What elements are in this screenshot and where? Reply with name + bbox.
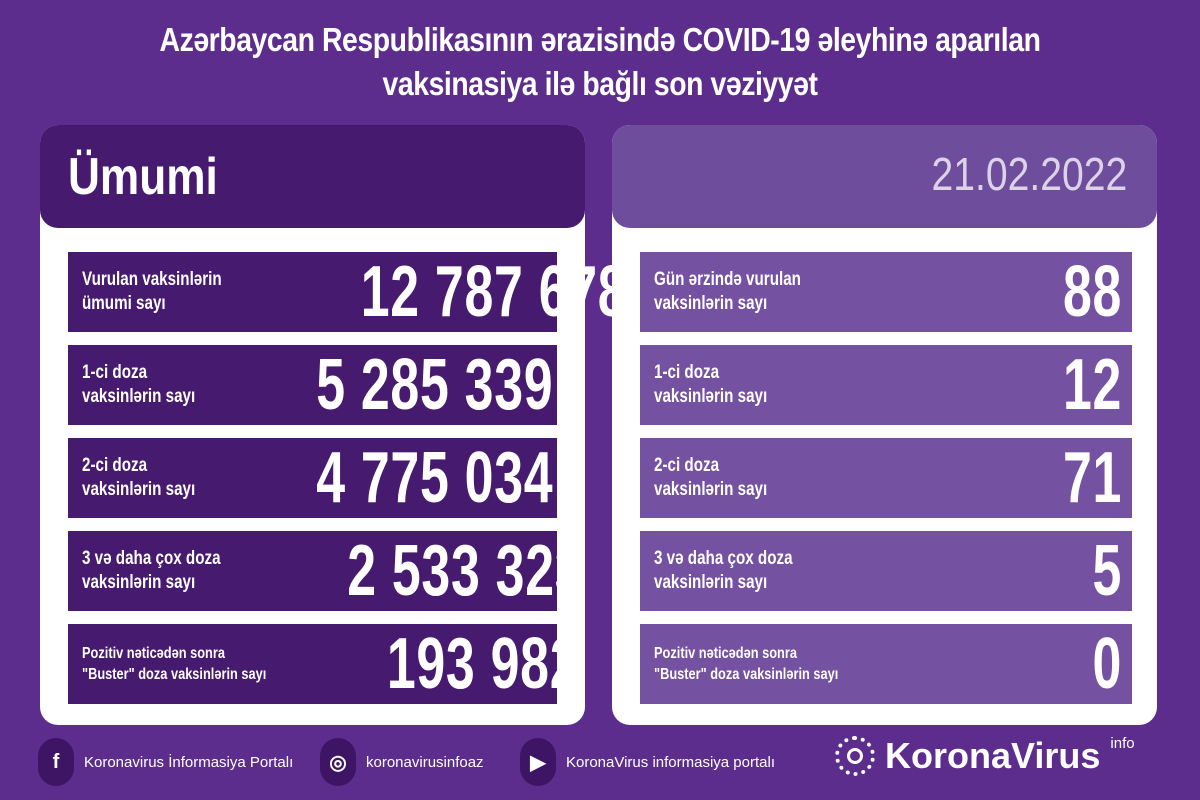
stat-label: Gün ərzində vurulan vaksinlərin sayı [654,269,801,314]
stat-label: 1-ci doza vaksinlərin sayı [82,362,196,407]
total-panel: Ümumi Vurulan vaksinlərin ümumi sayı 12 78… [40,125,626,725]
stat-row: 3 və daha çox doza vaksinlərin sayı 5 [640,531,1132,611]
stat-label: 3 və daha çox doza vaksinlərin sayı [654,548,793,593]
stat-value: 2 533 323 [347,531,585,611]
stat-value: 71 [1062,438,1122,518]
stat-value: 5 [1092,531,1122,611]
stat-label: 3 və daha çox doza vaksinlərin sayı [82,548,221,593]
stat-row: 1-ci doza vaksinlərin sayı 12 [640,345,1132,425]
stat-value: 12 [1062,345,1122,425]
daily-panel: 21.02.2022 Gün ərzində vurulan vaksinləri… [612,125,1157,725]
stat-label: Vurulan vaksinlərin ümumi sayı [82,269,222,314]
total-header: Ümumi [40,125,585,228]
stat-value: 0 [1092,624,1122,704]
facebook-icon: f [38,738,74,786]
youtube-link[interactable]: ▶ KoronaVirus informasiya portalı [520,738,775,786]
stat-value: 4 775 034 [315,438,553,518]
stat-row: Pozitiv nəticədən sonra "Buster" doza vak… [640,624,1132,704]
date-header: 21.02.2022 [612,125,1157,228]
stat-row: Pozitiv nəticədən sonra "Buster" doza vak… [68,624,579,704]
stat-label: 2-ci doza vaksinlərin sayı [654,455,768,500]
stat-label: 1-ci doza vaksinlərin sayı [654,362,768,407]
stat-label: 2-ci doza vaksinlərin sayı [82,455,196,500]
stat-value: 193 982 [387,624,580,704]
stat-value: 5 285 339 [315,345,553,425]
stat-row: 2-ci doza vaksinlərin sayı 71 [640,438,1132,518]
stat-label: Pozitiv nəticədən sonra "Buster" doza vak… [82,645,267,683]
page-title: Azərbaycan Respublikasının ərazisində CO… [159,21,1041,102]
stat-row: 2-ci doza vaksinlərin sayı 4 775 034 [68,438,557,518]
virus-icon [835,736,875,776]
instagram-icon: ◎ [320,738,356,786]
stat-row: 1-ci doza vaksinlərin sayı 5 285 339 [68,345,557,425]
instagram-link[interactable]: ◎ koronavirusinfoaz [320,738,484,786]
stat-label: Pozitiv nəticədən sonra "Buster" doza vak… [654,645,839,683]
stat-value: 88 [1062,252,1122,332]
stat-row: Vurulan vaksinlərin ümumi sayı 12 787 678 [68,252,626,332]
facebook-link[interactable]: f Koronavirus İnformasiya Portalı [38,738,293,786]
koronavirus-logo: KoronaVirus info [835,735,1135,777]
stat-row: 3 və daha çox doza vaksinlərin sayı 2 533 … [68,531,584,611]
youtube-icon: ▶ [520,738,556,786]
stat-row: Gün ərzində vurulan vaksinlərin sayı 88 [640,252,1132,332]
stat-value: 12 787 678 [360,252,627,332]
